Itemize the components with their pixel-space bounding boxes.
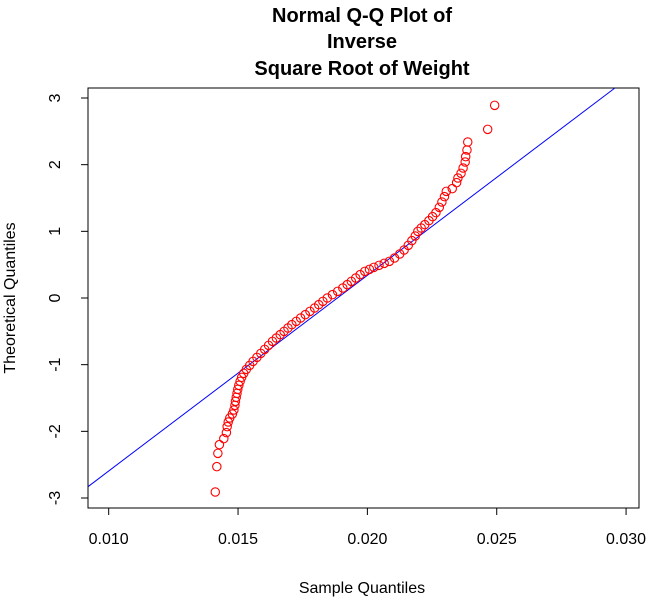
data-point (322, 293, 333, 303)
data-point (332, 286, 343, 297)
plot-frame (87, 87, 640, 509)
y-tick-label: 0 (47, 293, 64, 302)
data-point (456, 168, 466, 179)
data-point (460, 151, 471, 162)
data-point (327, 289, 338, 300)
data-point (360, 266, 370, 277)
data-point (227, 409, 238, 419)
y-tick-label: -1 (47, 357, 64, 371)
data-point (364, 264, 375, 275)
y-tick-label: -3 (47, 491, 64, 505)
data-point (489, 100, 500, 111)
data-point (221, 427, 232, 438)
data-point (434, 202, 445, 213)
x-tick-label: 0.020 (347, 531, 387, 548)
x-axis-label: Sample Quantiles (299, 580, 425, 597)
data-point (212, 461, 222, 472)
y-tick-label: 2 (47, 160, 64, 169)
data-point (447, 183, 457, 194)
x-tick-label: 0.015 (218, 531, 258, 548)
data-point (210, 487, 221, 497)
data-point (235, 376, 245, 387)
x-tick-label: 0.025 (477, 531, 517, 548)
y-tick-label: 3 (47, 93, 64, 102)
data-point (379, 258, 389, 269)
data-point (453, 173, 463, 183)
data-point (374, 260, 384, 271)
data-point (413, 226, 423, 237)
y-axis-label: Theoretical Quantiles (2, 222, 19, 373)
data-point (458, 163, 468, 173)
data-point (463, 137, 473, 147)
reference-line (87, 87, 616, 488)
data-point (441, 186, 452, 197)
chart-title-line-1: Normal Q-Q Plot of (272, 5, 452, 27)
data-point (437, 197, 447, 207)
x-tick-label: 0.010 (89, 531, 129, 548)
data-point (223, 417, 233, 427)
y-tick-label: 1 (47, 227, 64, 236)
data-point (213, 448, 223, 459)
data-point (219, 433, 229, 444)
data-point (214, 439, 225, 450)
chart-title-line-2: Inverse (327, 31, 397, 53)
data-point (439, 191, 450, 202)
data-point (460, 157, 470, 167)
chart-title-line-3: Square Root of Weight (254, 58, 470, 80)
data-point (431, 207, 441, 218)
data-point (222, 421, 232, 432)
data-point (410, 231, 420, 241)
data-point (451, 177, 462, 188)
data-point (369, 262, 379, 273)
data-point (482, 124, 493, 135)
data-point (384, 256, 395, 267)
x-tick-label: 0.030 (606, 531, 646, 548)
y-tick-label: -2 (47, 424, 64, 438)
